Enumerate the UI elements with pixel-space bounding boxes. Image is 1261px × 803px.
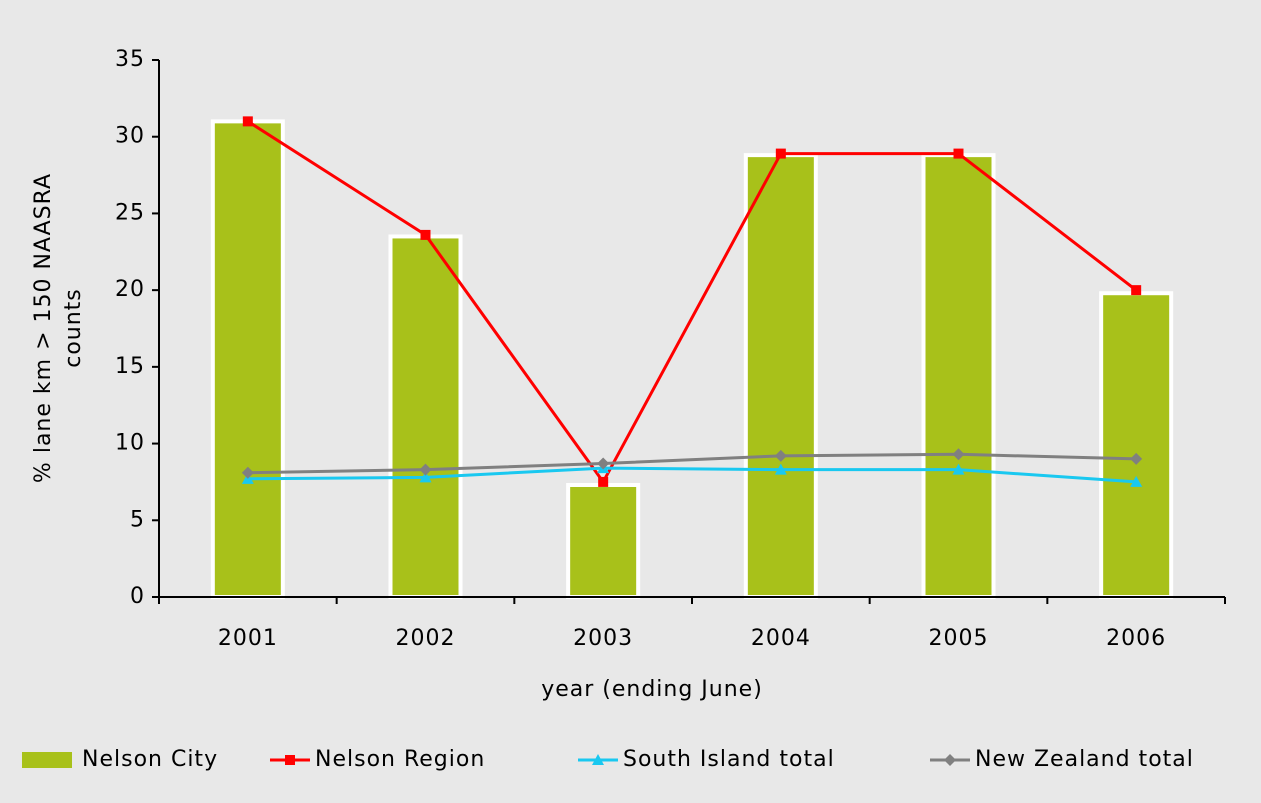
bar [388,234,463,599]
y-tick-label: 25 [115,200,145,225]
legend-marker [285,755,295,765]
y-tick-label: 20 [115,277,145,302]
x-tick-label: 2006 [1106,626,1166,651]
marker [952,448,965,461]
marker [598,476,609,487]
y-tick-label: 30 [115,124,145,149]
y-tick-label: 10 [115,431,145,456]
legend-marker [592,754,604,765]
marker [420,229,431,240]
bar [921,153,996,600]
line [247,120,1138,485]
y-axis-label: % lane km > 150 NAASRA counts [31,173,86,483]
marker [419,471,432,483]
legend-label: Nelson City [82,747,218,772]
marker [419,463,432,476]
marker [1131,285,1142,296]
marker [952,463,965,475]
x-tick-label: 2004 [751,626,811,651]
bar [210,119,285,599]
bar [1099,291,1174,599]
marker [1130,475,1143,487]
marker [242,116,253,127]
marker [597,457,610,470]
bar [743,153,818,600]
x-axis-label: year (ending June) [541,677,763,702]
legend-label: Nelson Region [315,747,485,772]
marker [1130,452,1143,465]
x-tick-label: 2002 [396,626,456,651]
line [247,466,1137,484]
y-tick-label: 0 [130,584,145,609]
marker [775,148,786,159]
x-tick-label: 2003 [573,626,633,651]
marker [953,148,964,159]
x-tick-label: 2001 [218,626,278,651]
x-tick-label: 2005 [929,626,989,651]
y-tick-label: 15 [115,354,145,379]
marker [774,449,787,462]
bar [566,482,641,599]
legend-label: South Island total [623,747,835,772]
legend-marker [944,754,956,766]
y-tick-label: 5 [130,507,145,532]
marker [774,463,787,475]
legend-swatch [22,752,72,768]
marker [241,466,254,479]
y-axis-label-line: counts [61,288,86,368]
legend-label: New Zealand total [975,747,1194,772]
y-axis-label-line: % lane km > 150 NAASRA [31,173,56,483]
line [247,452,1137,475]
y-tick-label: 35 [115,47,145,72]
